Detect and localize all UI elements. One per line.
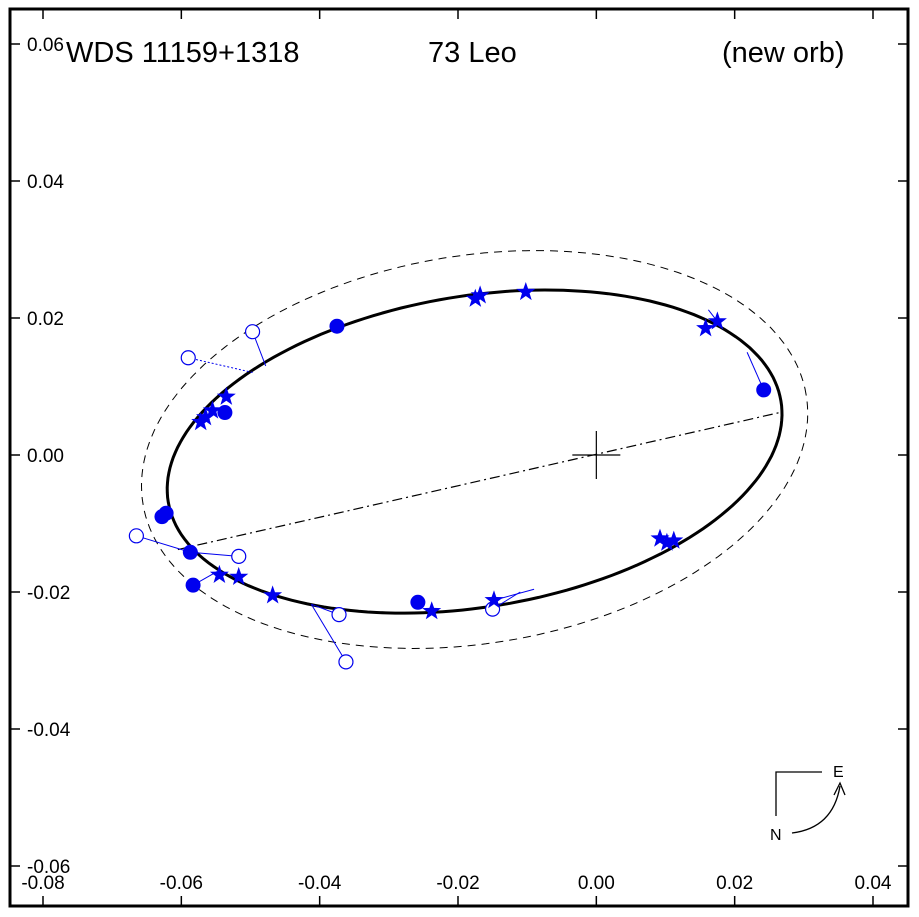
y-tick-label: -0.02 [27, 583, 70, 604]
new-orbit-ellipse [165, 288, 784, 615]
filled-circle-point [154, 509, 170, 525]
orbits-layer [140, 250, 809, 650]
residual-line [136, 535, 191, 553]
x-tick-label: 0.00 [578, 873, 615, 894]
x-tick-label: 0.02 [716, 873, 753, 894]
star-point [650, 528, 670, 547]
chart-title-star-name: 73 Leo [428, 37, 517, 69]
star-point [696, 318, 716, 337]
star-point [657, 532, 677, 551]
x-tick-label: -0.06 [160, 873, 203, 894]
open-circle-point [231, 548, 247, 564]
y-tick-label: 0.04 [27, 172, 64, 193]
star-point [422, 601, 442, 620]
star-point [263, 585, 283, 604]
chart-title-designation: WDS 11159+1318 [66, 37, 300, 69]
observation-marks [128, 282, 772, 670]
filled-circle-point [217, 405, 233, 421]
star-point [216, 386, 236, 405]
star-point [465, 288, 485, 307]
star-point [191, 412, 211, 431]
y-tick-label: 0.02 [27, 309, 64, 330]
open-circle-point [338, 654, 354, 670]
open-circle-point [331, 607, 347, 623]
compass-north-label: N [770, 827, 782, 844]
star-point [229, 566, 249, 585]
chart-title-note: (new orb) [722, 37, 845, 69]
x-tick-label: 0.04 [855, 873, 892, 894]
filled-circle-point [182, 544, 198, 560]
open-circle-point [128, 528, 144, 544]
line-of-nodes [177, 411, 780, 551]
x-tick-label: -0.02 [436, 873, 479, 894]
compass-rose: N E [770, 764, 846, 844]
x-tick-label: -0.08 [21, 873, 64, 894]
star-point [470, 285, 490, 304]
filled-circle-point [329, 318, 345, 334]
star-point [209, 564, 229, 583]
residual-line [310, 604, 347, 663]
x-tick-label: -0.04 [298, 873, 342, 894]
star-point [707, 311, 727, 330]
filled-circle-point [756, 382, 772, 398]
y-tick-label: -0.04 [27, 720, 71, 741]
residual-line [188, 357, 255, 374]
axes: -0.08 -0.06 -0.04 -0.02 0.00 0.02 0.04-0.06-0.… [10, 9, 908, 906]
chart-title: WDS 11159+1318 73 Leo (new orb) [66, 37, 845, 69]
star-point [202, 400, 222, 419]
old-orbit-ellipse [140, 250, 809, 650]
compass-east-label: E [833, 764, 844, 781]
plot-frame [8, 7, 910, 908]
compass-arc [791, 785, 841, 834]
star-point [196, 407, 216, 426]
compass-frame [775, 771, 822, 816]
y-tick-label: -0.06 [27, 857, 70, 878]
open-circle-point [244, 324, 261, 340]
filled-circle-point [410, 594, 426, 610]
compass-arrow-icon [833, 781, 846, 796]
open-circle-point [180, 350, 196, 366]
star-point [484, 590, 504, 609]
y-tick-label: 0.06 [27, 35, 64, 56]
residual-line [190, 551, 239, 557]
y-tick-label: 0.00 [27, 446, 64, 467]
filled-circle-point [185, 577, 201, 593]
star-point [516, 282, 536, 301]
star-point [664, 530, 684, 549]
